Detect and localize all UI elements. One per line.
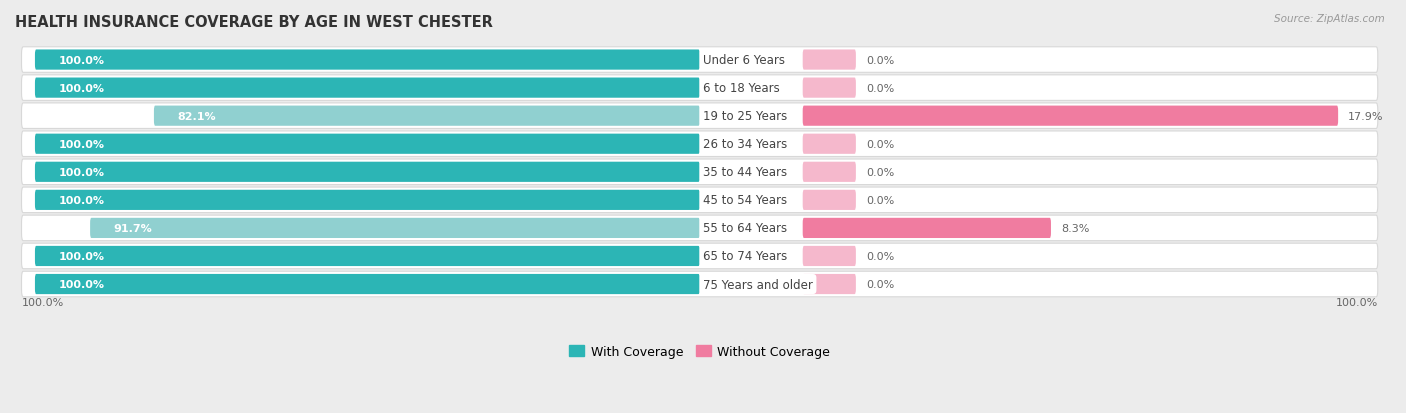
- FancyBboxPatch shape: [35, 78, 700, 98]
- FancyBboxPatch shape: [803, 78, 856, 98]
- Text: 17.9%: 17.9%: [1348, 112, 1384, 121]
- Text: 100.0%: 100.0%: [58, 167, 104, 177]
- FancyBboxPatch shape: [21, 272, 1378, 297]
- FancyBboxPatch shape: [21, 216, 1378, 241]
- FancyBboxPatch shape: [35, 246, 700, 266]
- Text: 100.0%: 100.0%: [1336, 297, 1378, 307]
- Text: 0.0%: 0.0%: [866, 55, 894, 65]
- FancyBboxPatch shape: [35, 162, 700, 183]
- Text: HEALTH INSURANCE COVERAGE BY AGE IN WEST CHESTER: HEALTH INSURANCE COVERAGE BY AGE IN WEST…: [15, 15, 494, 30]
- FancyBboxPatch shape: [803, 218, 1050, 238]
- Text: 100.0%: 100.0%: [21, 297, 63, 307]
- FancyBboxPatch shape: [21, 47, 1378, 73]
- Text: Under 6 Years: Under 6 Years: [703, 54, 785, 67]
- FancyBboxPatch shape: [803, 246, 856, 266]
- Text: 0.0%: 0.0%: [866, 252, 894, 261]
- FancyBboxPatch shape: [21, 76, 1378, 101]
- Text: 0.0%: 0.0%: [866, 83, 894, 93]
- Text: 100.0%: 100.0%: [58, 195, 104, 205]
- Text: 0.0%: 0.0%: [866, 195, 894, 205]
- FancyBboxPatch shape: [153, 106, 700, 126]
- FancyBboxPatch shape: [803, 162, 856, 183]
- Text: 91.7%: 91.7%: [114, 223, 152, 233]
- Text: 0.0%: 0.0%: [866, 140, 894, 150]
- Text: 100.0%: 100.0%: [58, 279, 104, 290]
- Legend: With Coverage, Without Coverage: With Coverage, Without Coverage: [564, 340, 835, 363]
- FancyBboxPatch shape: [35, 134, 700, 154]
- Text: 6 to 18 Years: 6 to 18 Years: [703, 82, 780, 95]
- FancyBboxPatch shape: [90, 218, 700, 238]
- FancyBboxPatch shape: [35, 190, 700, 211]
- Text: 82.1%: 82.1%: [177, 112, 215, 121]
- Text: 35 to 44 Years: 35 to 44 Years: [703, 166, 787, 179]
- FancyBboxPatch shape: [803, 274, 856, 294]
- Text: 19 to 25 Years: 19 to 25 Years: [703, 110, 787, 123]
- Text: 65 to 74 Years: 65 to 74 Years: [703, 250, 787, 263]
- Text: 100.0%: 100.0%: [58, 83, 104, 93]
- FancyBboxPatch shape: [21, 188, 1378, 213]
- Text: 75 Years and older: 75 Years and older: [703, 278, 813, 291]
- FancyBboxPatch shape: [35, 274, 700, 294]
- FancyBboxPatch shape: [803, 50, 856, 71]
- Text: 0.0%: 0.0%: [866, 279, 894, 290]
- Text: Source: ZipAtlas.com: Source: ZipAtlas.com: [1274, 14, 1385, 24]
- Text: 100.0%: 100.0%: [58, 252, 104, 261]
- FancyBboxPatch shape: [21, 132, 1378, 157]
- Text: 100.0%: 100.0%: [58, 55, 104, 65]
- Text: 55 to 64 Years: 55 to 64 Years: [703, 222, 787, 235]
- FancyBboxPatch shape: [803, 190, 856, 211]
- Text: 8.3%: 8.3%: [1062, 223, 1090, 233]
- FancyBboxPatch shape: [21, 104, 1378, 129]
- Text: 26 to 34 Years: 26 to 34 Years: [703, 138, 787, 151]
- FancyBboxPatch shape: [21, 160, 1378, 185]
- Text: 0.0%: 0.0%: [866, 167, 894, 177]
- FancyBboxPatch shape: [803, 106, 1339, 126]
- Text: 45 to 54 Years: 45 to 54 Years: [703, 194, 787, 207]
- FancyBboxPatch shape: [21, 244, 1378, 269]
- Text: 100.0%: 100.0%: [58, 140, 104, 150]
- FancyBboxPatch shape: [803, 134, 856, 154]
- FancyBboxPatch shape: [35, 50, 700, 71]
